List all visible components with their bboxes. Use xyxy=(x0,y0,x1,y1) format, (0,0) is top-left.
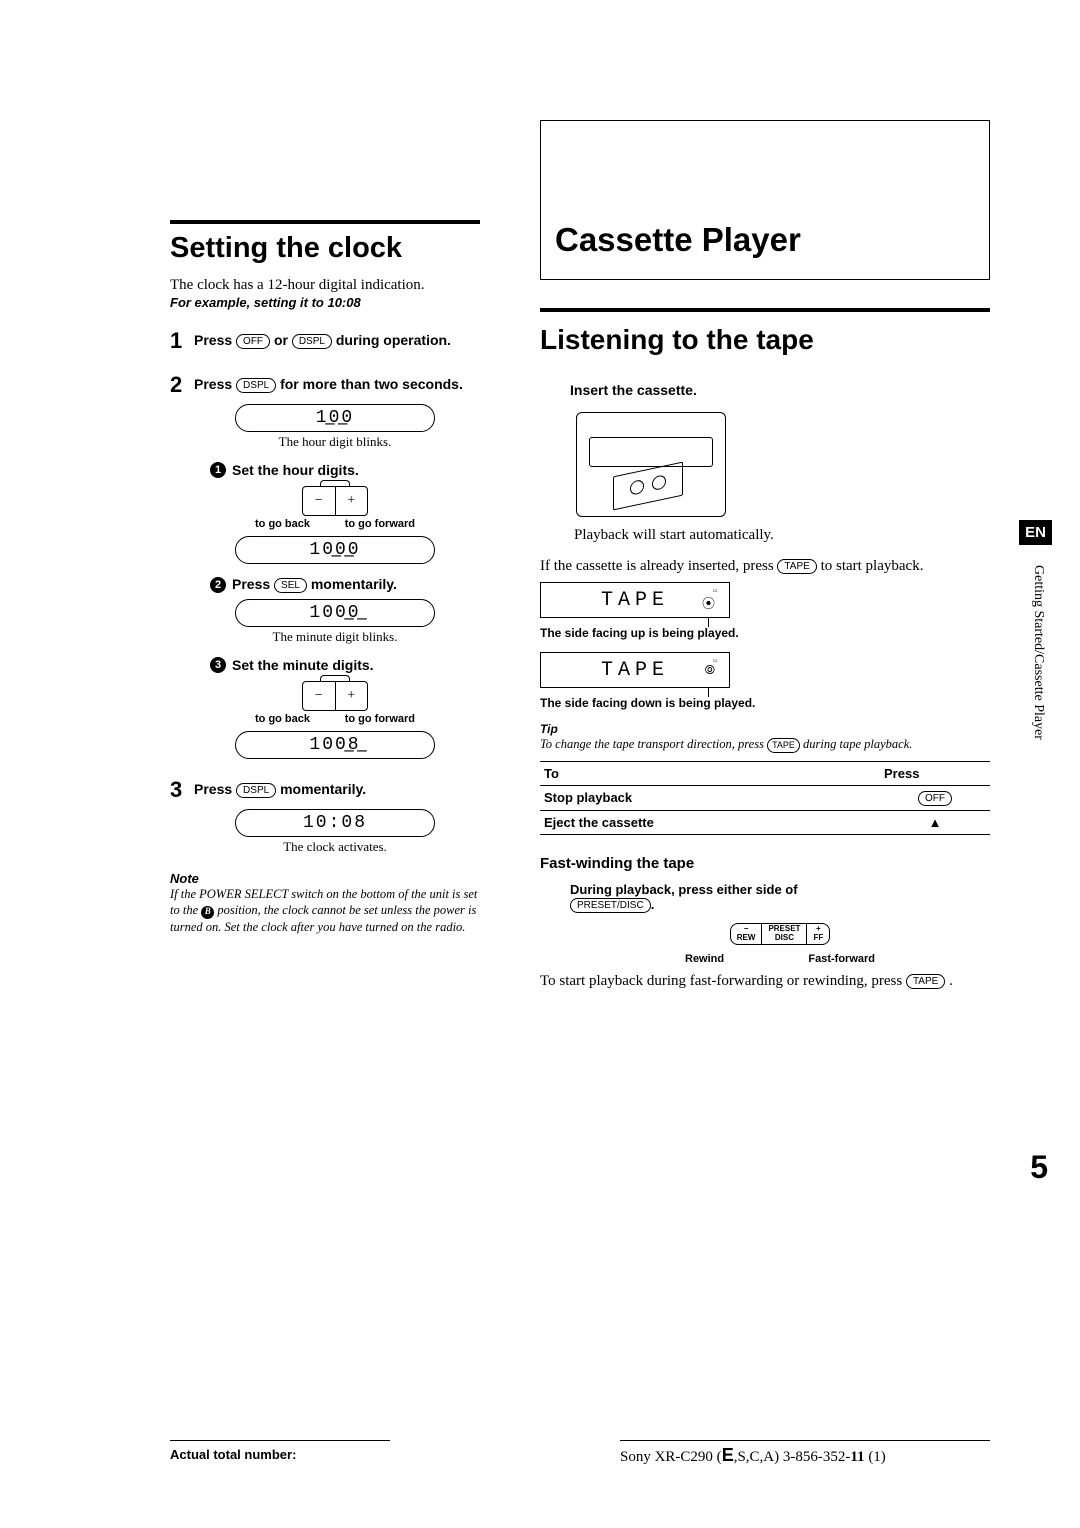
rocker-labels: to go back to go forward xyxy=(255,518,415,530)
rocker-plus: + xyxy=(336,682,368,710)
step-2: 2 Press DSPL for more than two seconds. xyxy=(170,372,480,398)
b-icon: B xyxy=(201,906,214,919)
lcd-display-hour-blink: 1͟0͟0 xyxy=(235,404,435,432)
example-text: For example, setting it to 10:08 xyxy=(170,295,480,310)
cassette-player-title: Cassette Player xyxy=(541,201,989,279)
table-header-press: Press xyxy=(880,761,990,785)
insert-instruction: Insert the cassette. xyxy=(570,382,990,398)
dspl-button-label: DSPL xyxy=(292,334,332,349)
restart-playback-text: To start playback during fast-forwarding… xyxy=(540,971,990,991)
right-column: Cassette Player Listening to the tape In… xyxy=(540,110,990,991)
off-button-label: OFF xyxy=(236,334,270,349)
note-body: If the POWER SELECT switch on the bottom… xyxy=(170,886,480,935)
rewind-ff-labels: Rewind Fast-forward xyxy=(685,953,875,965)
auto-playback-text: Playback will start automatically. xyxy=(574,527,990,544)
tape-button-label: TAPE xyxy=(767,738,800,753)
bullet-icon: 1 xyxy=(210,462,226,478)
section-rule-right xyxy=(540,308,990,312)
side-up-text: The side facing up is being played. xyxy=(540,626,990,640)
rocker-plus: + xyxy=(336,487,368,515)
tip-heading: Tip xyxy=(540,722,990,736)
dspl-button-label: DSPL xyxy=(236,378,276,393)
language-badge: EN xyxy=(1019,520,1052,545)
footer: Actual total number: Sony XR-C290 (E,S,C… xyxy=(170,1440,990,1466)
dspl-button-label: DSPL xyxy=(236,783,276,798)
lcd-display-minute-blink: 100͟0͟ xyxy=(235,599,435,627)
step-1: 1 Press OFF or DSPL during operation. xyxy=(170,328,480,354)
rocker-minus: − xyxy=(303,487,336,515)
rocker-switch: − + xyxy=(302,681,368,711)
preset-disc-label: PRESET DISC xyxy=(762,924,807,944)
table-row: Eject the cassette ▲ xyxy=(540,810,990,834)
stop-playback-label: Stop playback xyxy=(540,785,880,810)
rew-label: −REW xyxy=(731,924,763,944)
footer-actual-total: Actual total number: xyxy=(170,1440,390,1466)
cassette-insert-illustration xyxy=(576,412,726,517)
preset-disc-button-label: PRESET/DISC xyxy=(570,898,651,913)
direction-up-icon: ⦿ xyxy=(702,593,715,612)
tape-lcd-up: TAPE ▭ ⦿ xyxy=(540,582,730,618)
tape-lcd-down: TAPE ▭ ⦾ xyxy=(540,652,730,688)
intro-text: The clock has a 12-hour digital indicati… xyxy=(170,275,480,295)
section-rule xyxy=(170,220,480,224)
caption-activates: The clock activates. xyxy=(190,839,480,855)
lcd-display-minute-set: 100͟8͟ xyxy=(235,731,435,759)
footer-model-info: Sony XR-C290 (E,S,C,A) 3-856-352-11 (1) xyxy=(620,1440,990,1466)
step-number: 1 xyxy=(170,328,186,354)
eject-icon: ▲ xyxy=(880,810,990,834)
direction-down-icon: ⦾ xyxy=(705,663,715,678)
rocker-switch: − + xyxy=(302,486,368,516)
action-table: To Press Stop playback OFF Eject the cas… xyxy=(540,761,990,835)
section-title-listen: Listening to the tape xyxy=(540,316,990,364)
section-title-clock: Setting the clock xyxy=(170,228,480,275)
fast-wind-heading: Fast-winding the tape xyxy=(540,855,990,872)
step-3: 3 Press DSPL momentarily. xyxy=(170,777,480,803)
page-number: 5 xyxy=(1030,1149,1048,1186)
preset-button-illustration: −REW PRESET DISC +FF xyxy=(730,923,830,945)
left-column: Setting the clock The clock has a 12-hou… xyxy=(170,110,480,991)
lcd-display-final: 10:08 xyxy=(235,809,435,837)
substep-2: 2 Press SEL momentarily. xyxy=(210,576,480,593)
lcd-display-hour-set: 10͟0͟0 xyxy=(235,536,435,564)
ff-label: +FF xyxy=(807,924,829,944)
already-inserted-text: If the cassette is already inserted, pre… xyxy=(540,556,990,576)
caption-minute-blinks: The minute digit blinks. xyxy=(190,629,480,645)
off-button-label: OFF xyxy=(918,791,952,806)
section-side-label: Getting Started/Cassette Player xyxy=(1030,565,1046,740)
step-text: Press OFF or DSPL during operation. xyxy=(194,328,451,349)
bullet-icon: 3 xyxy=(210,657,226,673)
cassette-title-box: Cassette Player xyxy=(540,120,990,280)
sel-button-label: SEL xyxy=(274,578,307,593)
rocker-labels: to go back to go forward xyxy=(255,713,415,725)
step-text: Press DSPL momentarily. xyxy=(194,777,366,798)
substep-3: 3 Set the minute digits. xyxy=(210,657,480,673)
bullet-icon: 2 xyxy=(210,577,226,593)
tape-button-label: TAPE xyxy=(906,974,945,989)
table-header-to: To xyxy=(540,761,880,785)
step-number: 2 xyxy=(170,372,186,398)
side-down-text: The side facing down is being played. xyxy=(540,696,990,710)
tip-body: To change the tape transport direction, … xyxy=(540,736,990,753)
eject-cassette-label: Eject the cassette xyxy=(540,810,880,834)
table-row: Stop playback OFF xyxy=(540,785,990,810)
substep-1: 1 Set the hour digits. xyxy=(210,462,480,478)
rocker-minus: − xyxy=(303,682,336,710)
fast-wind-body: During playback, press either side of PR… xyxy=(570,882,990,965)
step-number: 3 xyxy=(170,777,186,803)
step-text: Press DSPL for more than two seconds. xyxy=(194,372,463,393)
caption-hour-blinks: The hour digit blinks. xyxy=(190,434,480,450)
note-heading: Note xyxy=(170,871,480,886)
tape-button-label: TAPE xyxy=(777,559,816,574)
